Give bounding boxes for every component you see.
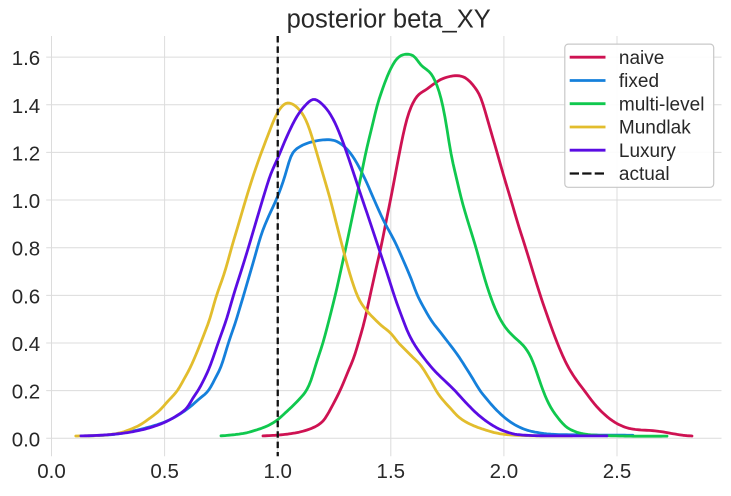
svg-text:0.6: 0.6 xyxy=(12,285,41,308)
svg-text:0.2: 0.2 xyxy=(12,381,41,404)
svg-text:1.4: 1.4 xyxy=(12,95,41,118)
svg-text:naive: naive xyxy=(619,48,664,69)
svg-text:0.4: 0.4 xyxy=(12,333,41,356)
svg-text:0.5: 0.5 xyxy=(150,460,179,483)
svg-text:1.0: 1.0 xyxy=(263,460,292,483)
svg-text:actual: actual xyxy=(619,164,670,185)
svg-text:0.0: 0.0 xyxy=(37,460,66,483)
svg-text:1.0: 1.0 xyxy=(12,190,41,213)
svg-text:Luxury: Luxury xyxy=(619,141,677,162)
svg-text:0.0: 0.0 xyxy=(12,428,41,451)
svg-text:1.2: 1.2 xyxy=(12,142,41,165)
svg-text:2.5: 2.5 xyxy=(603,460,632,483)
svg-text:2.0: 2.0 xyxy=(490,460,519,483)
svg-text:Mundlak: Mundlak xyxy=(619,118,691,139)
svg-text:0.8: 0.8 xyxy=(12,238,41,261)
svg-text:multi-level: multi-level xyxy=(619,94,705,115)
svg-text:1.6: 1.6 xyxy=(12,47,41,70)
svg-text:1.5: 1.5 xyxy=(377,460,406,483)
svg-text:fixed: fixed xyxy=(619,71,659,92)
svg-text:posterior beta_XY: posterior beta_XY xyxy=(287,6,491,34)
